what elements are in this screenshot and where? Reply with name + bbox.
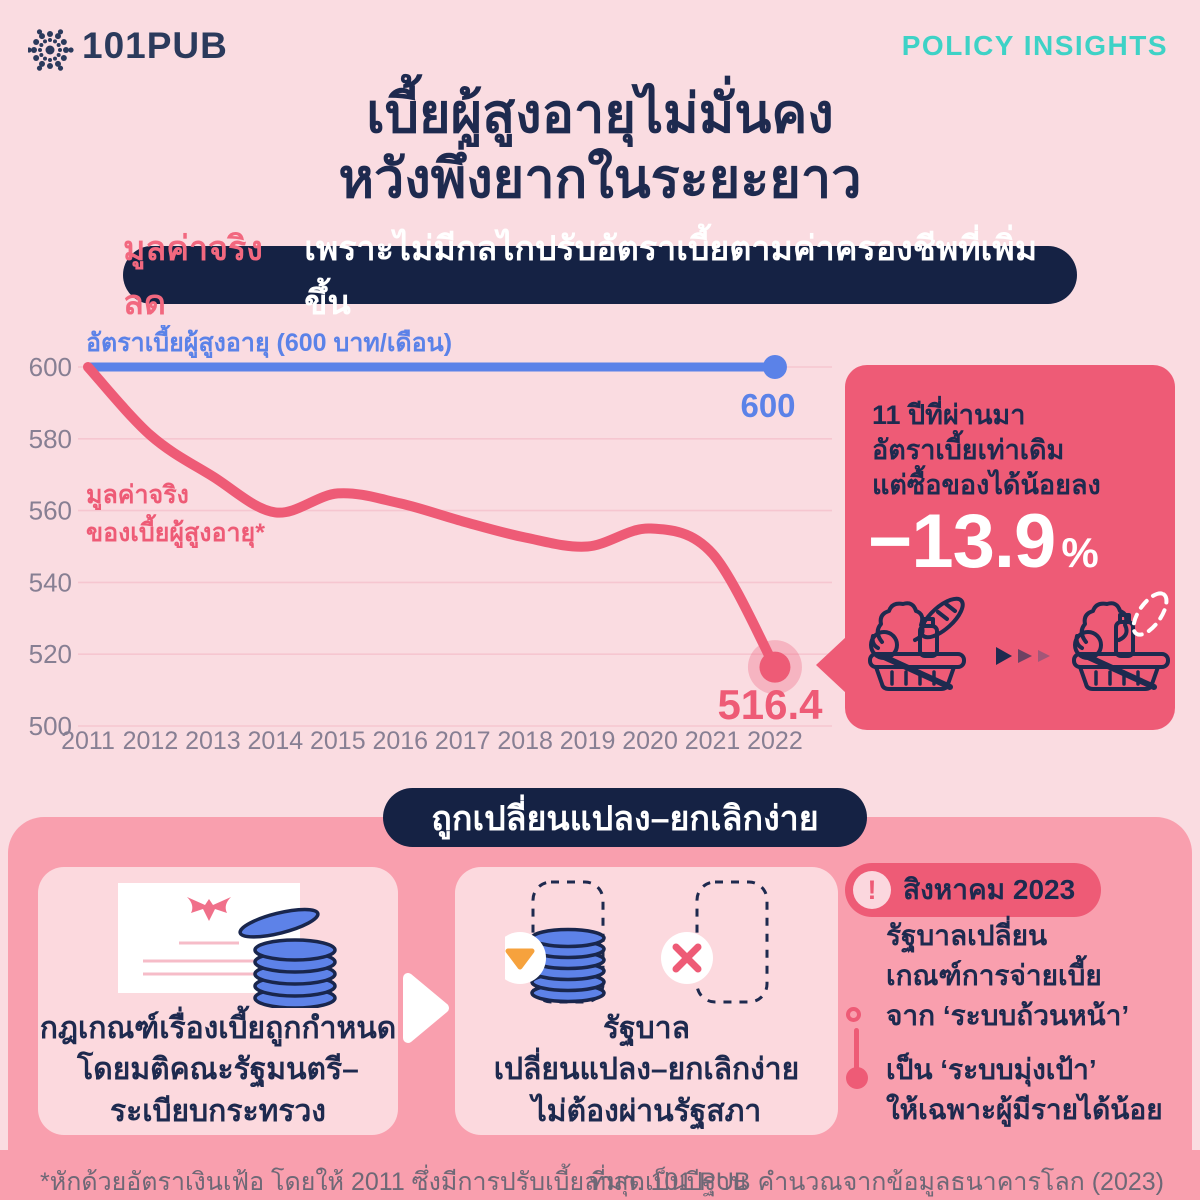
banner1-rest: เพราะไม่มีกลไกปรับอัตราเบี้ยตามค่าครองชี… — [304, 230, 1038, 322]
svg-text:2020: 2020 — [622, 727, 678, 755]
date-badge-label: สิงหาคม 2023 — [903, 874, 1076, 905]
card1-line-2: โดยมติคณะรัฐมนตรี– — [77, 1053, 359, 1087]
svg-text:2016: 2016 — [372, 727, 428, 755]
footnote: *หักด้วยอัตราเงินเฟ้อ โดยให้ 2011 ซึ่งมี… — [40, 1168, 748, 1196]
section2-banner: ถูกเปลี่ยนแปลง–ยกเลิกง่าย — [383, 788, 867, 847]
baskets-comparison-icon — [868, 591, 1170, 691]
forward-triangles-icon — [996, 647, 1050, 665]
coin-stack-icon — [238, 907, 337, 1008]
svg-text:2015: 2015 — [310, 727, 366, 755]
card1-line-3: ระเบียบกระทรวง — [110, 1094, 326, 1128]
timeline-line-1: รัฐบาลเปลี่ยน — [886, 920, 1048, 951]
basket-full-icon — [868, 596, 966, 691]
percent-sign: % — [1061, 529, 1099, 576]
svg-text:2021: 2021 — [685, 727, 741, 755]
svg-text:560: 560 — [29, 496, 72, 526]
play-arrow-icon — [403, 973, 449, 1043]
card2-line-1: รัฐบาล — [603, 1012, 690, 1045]
svg-text:2012: 2012 — [123, 727, 179, 755]
timeline-to: เป็น ‘ระบบมุ่งเป้า’ — [886, 1054, 1097, 1085]
cancel-x-icon — [661, 880, 769, 1004]
card1-text: กฎเกณฑ์เรื่องเบี้ยถูกกำหนด โดยมติคณะรัฐม… — [38, 1008, 398, 1132]
svg-text:อัตราเบี้ยผู้สูงอายุ (600 บาท/: อัตราเบี้ยผู้สูงอายุ (600 บาท/เดือน) — [86, 325, 452, 359]
title-line-2: หวังพึ่งยากในระยะยาว — [338, 148, 862, 209]
card2-illustration — [505, 880, 769, 1004]
insight-line-3: แต่ซื้อของได้น้อยลง — [872, 470, 1101, 500]
insight-line-2: อัตราเบี้ยเท่าเดิม — [872, 435, 1065, 465]
page-title: เบี้ยผู้สูงอายุไม่มั่นคง หวังพึ่งยากในระ… — [0, 82, 1200, 212]
svg-text:540: 540 — [29, 567, 72, 597]
alert-icon: ! — [853, 871, 891, 909]
svg-text:580: 580 — [29, 424, 72, 454]
timeline-connector — [854, 1028, 859, 1070]
svg-text:600: 600 — [29, 352, 72, 382]
svg-text:520: 520 — [29, 639, 72, 669]
svg-text:2013: 2013 — [185, 727, 241, 755]
footer-band — [0, 1150, 1200, 1200]
svg-text:2017: 2017 — [435, 727, 491, 755]
logo: 101PUB — [28, 20, 228, 72]
svg-text:2011: 2011 — [61, 727, 115, 755]
coin-stack-decrease-icon — [505, 880, 606, 1004]
svg-text:2018: 2018 — [497, 727, 553, 755]
timeline-to-detail: ให้เฉพาะผู้มีรายได้น้อย — [886, 1094, 1163, 1125]
svg-text:500: 500 — [29, 711, 72, 741]
brand-label: POLICY INSIGHTS — [901, 30, 1168, 61]
svg-text:มูลค่าจริง: มูลค่าจริง — [86, 481, 189, 511]
banner1-highlight: มูลค่าจริงลด — [123, 230, 263, 322]
percent-change-value: −13.9 % — [868, 498, 1099, 585]
dandelion-dots-icon — [28, 29, 74, 71]
insight-line-1: 11 ปีที่ผ่านมา — [872, 400, 1026, 430]
source-credit: ที่มา: 101 PUB คำนวณจากข้อมูลธนาคารโลก (… — [589, 1168, 1164, 1196]
date-badge: ! สิงหาคม 2023 — [845, 863, 1102, 917]
basket-missing-item-icon — [1072, 591, 1170, 691]
title-line-1: เบี้ยผู้สูงอายุไม่มั่นคง — [366, 84, 834, 144]
svg-text:600: 600 — [740, 387, 795, 424]
card2-line-3: ไม่ต้องผ่านรัฐสภา — [531, 1094, 762, 1128]
card2-text: รัฐบาล เปลี่ยนแปลง–ยกเลิกง่าย ไม่ต้องผ่า… — [455, 1008, 838, 1132]
timeline-filled-dot — [846, 1067, 868, 1089]
timeline-from: จาก ‘ระบบถ้วนหน้า’ — [886, 1000, 1130, 1031]
svg-text:ของเบี้ยผู้สูงอายุ*: ของเบี้ยผู้สูงอายุ* — [86, 513, 265, 549]
svg-text:516.4: 516.4 — [717, 681, 823, 728]
svg-text:2022: 2022 — [747, 727, 803, 755]
card2-line-2: เปลี่ยนแปลง–ยกเลิกง่าย — [493, 1053, 800, 1087]
timeline-line-2: เกณฑ์การจ่ายเบี้ย — [886, 960, 1102, 991]
logo-text: 101PUB — [82, 25, 228, 66]
insight-text: 11 ปีที่ผ่านมา อัตราเบี้ยเท่าเดิม แต่ซื้… — [872, 398, 1101, 503]
panel-pointer-notch — [816, 637, 846, 693]
svg-text:2014: 2014 — [248, 727, 304, 755]
card-easy-change — [455, 867, 838, 1135]
timeline-open-dot — [846, 1007, 861, 1022]
svg-text:2019: 2019 — [560, 727, 616, 755]
big-number: −13.9 — [868, 499, 1056, 584]
card1-line-1: กฎเกณฑ์เรื่องเบี้ยถูกกำหนด — [39, 1012, 397, 1045]
section1-banner: มูลค่าจริงลด เพราะไม่มีกลไกปรับอัตราเบี้ย… — [123, 230, 1077, 322]
card1-illustration — [118, 883, 337, 1008]
timeline-text: รัฐบาลเปลี่ยน เกณฑ์การจ่ายเบี้ย จาก ‘ระบ… — [886, 916, 1163, 1130]
